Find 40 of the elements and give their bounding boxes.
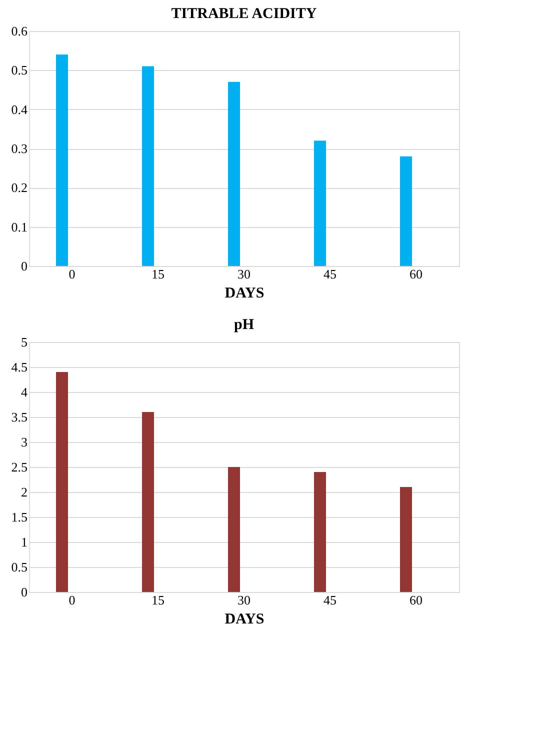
y-tick-label: 0.4 [11, 102, 28, 117]
x-axis-title: DAYS [224, 612, 264, 628]
y-tick-label: 0.2 [11, 180, 28, 196]
bar [228, 467, 240, 592]
x-tick-label: 0 [68, 592, 76, 608]
chart-title: pH [234, 317, 254, 333]
bar [400, 487, 412, 592]
y-tick-label: 0.5 [11, 62, 28, 78]
y-tick-label: 4 [21, 384, 28, 400]
bar [142, 412, 154, 592]
x-tick-label: 15 [152, 592, 164, 608]
y-tick-label: 1.5 [11, 510, 28, 524]
y-tick-label: 5 [21, 334, 28, 350]
y-tick-label: 3 [21, 434, 28, 450]
y-tick-label: 1 [21, 534, 28, 550]
x-tick-label: 60 [410, 592, 422, 608]
y-tick-label: 3.5 [11, 410, 28, 424]
x-tick-label: 0 [68, 266, 76, 282]
y-tick-label: 0.5 [11, 560, 28, 574]
bar [314, 472, 326, 592]
y-tick-label: 0.1 [11, 219, 28, 234]
x-tick-label: 30 [238, 592, 250, 608]
x-tick-label: 30 [238, 266, 250, 282]
x-tick-label: 45 [324, 592, 336, 608]
bar [228, 82, 240, 266]
bar [314, 140, 326, 266]
x-tick-label: 45 [324, 266, 336, 282]
chart-title: TITRABLE ACIDITY [171, 6, 317, 22]
y-tick-label: 0.3 [11, 141, 28, 156]
y-tick-label: 2 [21, 484, 28, 500]
bar [400, 156, 412, 266]
bar [56, 54, 68, 266]
bar [142, 66, 154, 266]
bar [56, 372, 68, 592]
y-tick-label: 2.5 [11, 460, 28, 474]
x-axis-title: DAYS [224, 286, 264, 302]
y-tick-label: 4.5 [11, 360, 28, 374]
x-tick-label: 15 [152, 266, 164, 282]
y-tick-label: 0.6 [11, 24, 28, 38]
x-tick-label: 60 [410, 266, 422, 282]
